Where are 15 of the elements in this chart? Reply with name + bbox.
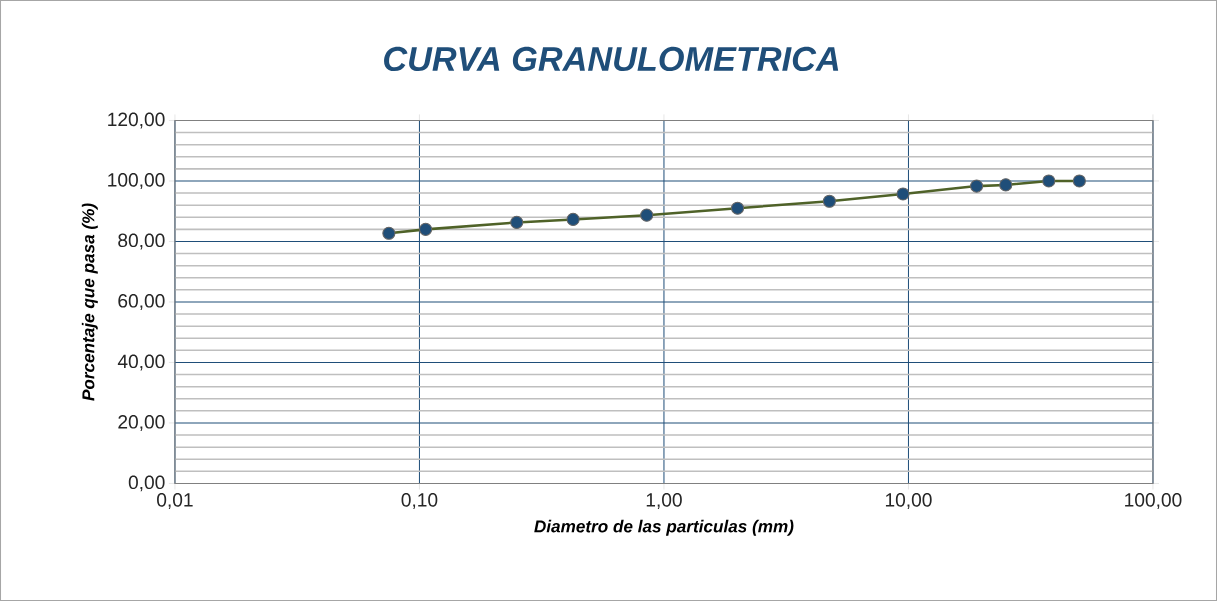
chart-title: CURVA GRANULOMETRICA (384, 46, 839, 72)
y-tick-label: 60,00 (118, 294, 165, 310)
x-axis-title: Diametro de las particulas (mm) (534, 519, 794, 536)
y-tick-label: 20,00 (118, 415, 165, 431)
y-tick-label: 120,00 (108, 112, 165, 129)
x-tick-label: 10,00 (885, 493, 932, 509)
x-tick-label: 0,01 (157, 493, 193, 509)
y-tick-label: 40,00 (117, 354, 165, 371)
x-tick-label: 1,00 (646, 493, 682, 509)
y-tick-label: 80,00 (118, 233, 165, 250)
y-tick-label: 0,00 (128, 475, 165, 492)
y-axis-title: Porcentaje que pasa (%) (81, 203, 98, 401)
y-tick-label: 100,00 (108, 173, 165, 189)
x-tick-label: 0,10 (401, 493, 438, 509)
x-tick-label: 100,00 (1125, 493, 1182, 509)
